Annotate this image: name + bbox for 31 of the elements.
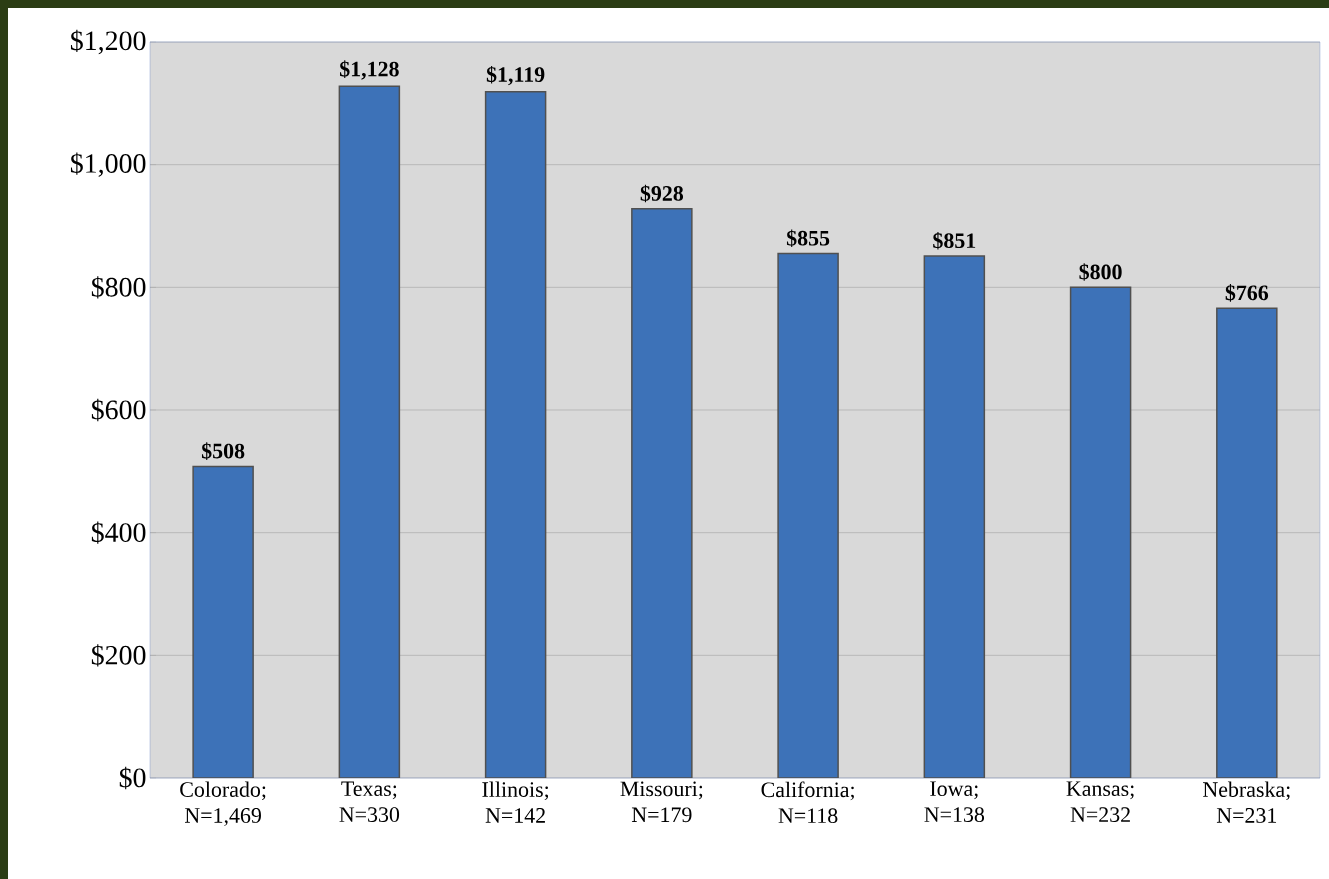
x-tick-label: Missouri; N=179: [620, 781, 703, 823]
x-tick-label: Illinois; N=142: [482, 781, 549, 823]
x-tick-label: Colorado; N=1,469: [180, 781, 266, 827]
data-label: $1,119: [486, 65, 545, 86]
bar: [338, 85, 401, 778]
x-tick-label: California; N=118: [761, 781, 854, 824]
bar: [923, 255, 986, 778]
y-tick-label: $400: [91, 521, 146, 544]
data-label: $928: [640, 184, 684, 203]
x-tick-label: Iowa; N=138: [924, 781, 985, 822]
data-label: $766: [1225, 284, 1269, 302]
x-tick-label: Kansas; N=232: [1066, 781, 1134, 822]
bar: [1216, 307, 1278, 778]
x-tick-label: Nebraska; N=231: [1203, 781, 1290, 823]
y-tick-label: $0: [119, 766, 146, 790]
data-label: $1,128: [340, 60, 399, 80]
bar: [777, 252, 839, 778]
data-label: $855: [786, 229, 830, 248]
y-tick-label: $1,200: [70, 29, 146, 55]
y-tick-label: $200: [91, 644, 146, 667]
data-label: $508: [201, 442, 245, 460]
bar: [192, 465, 254, 778]
data-label: $851: [933, 231, 976, 250]
bar: [484, 90, 547, 778]
bar: [631, 208, 693, 778]
y-tick-label: $1,000: [70, 152, 146, 177]
y-tick-label: $800: [91, 276, 146, 299]
bar: [1069, 286, 1132, 778]
x-tick-label: Texas; N=330: [339, 781, 400, 822]
data-label: $800: [1079, 263, 1122, 281]
y-tick-label: $600: [91, 398, 146, 422]
